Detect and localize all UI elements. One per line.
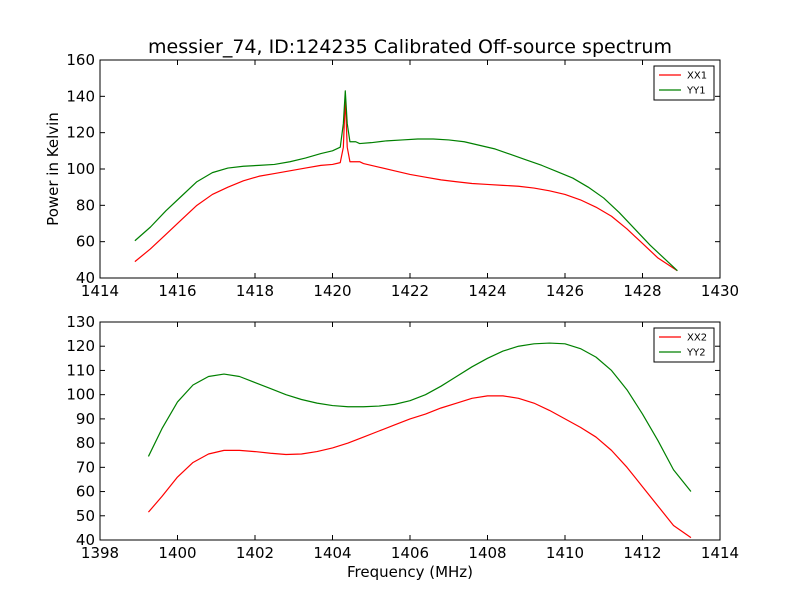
x-axis-label: Frequency (MHz)	[347, 563, 473, 581]
y-tick-label: 160	[66, 51, 95, 69]
chart-title: messier_74, ID:124235 Calibrated Off-sou…	[148, 36, 672, 58]
y-tick-label: 120	[66, 124, 95, 142]
y-tick-label: 100	[66, 160, 95, 178]
x-tick-label: 1428	[623, 282, 661, 300]
y-tick-label: 40	[76, 269, 95, 287]
legend-box	[653, 327, 715, 363]
x-tick-label: 1410	[546, 544, 584, 562]
legend-label-yy1: YY1	[686, 86, 706, 97]
y-tick-label: 40	[76, 531, 95, 549]
y-tick-label: 50	[76, 507, 95, 525]
x-tick-label: 1406	[391, 544, 429, 562]
legend-label-yy2: YY2	[686, 348, 706, 359]
x-tick-label: 1414	[701, 544, 739, 562]
y-tick-label: 80	[76, 196, 95, 214]
y-axis-label: Power in Kelvin	[44, 112, 62, 226]
x-tick-label: 1424	[468, 282, 506, 300]
x-tick-label: 1416	[158, 282, 196, 300]
y-tick-label: 120	[66, 337, 95, 355]
series-line-xx1	[134, 97, 678, 272]
x-tick-label: 1412	[623, 544, 661, 562]
x-tick-label: 1402	[236, 544, 274, 562]
x-tick-label: 1414	[81, 282, 119, 300]
y-tick-label: 60	[76, 483, 95, 501]
x-tick-label: 1420	[313, 282, 351, 300]
x-tick-label: 1400	[158, 544, 196, 562]
legend-label-xx1: XX1	[687, 71, 707, 82]
legend-label-xx2: XX2	[687, 333, 707, 344]
x-tick-label: 1426	[546, 282, 584, 300]
x-tick-label: 1398	[81, 544, 119, 562]
series-line-yy2	[147, 342, 692, 492]
y-tick-label: 90	[76, 410, 95, 428]
y-tick-label: 110	[66, 361, 95, 379]
y-tick-label: 140	[66, 87, 95, 105]
y-tick-label: 60	[76, 233, 95, 251]
y-tick-label: 70	[76, 458, 95, 476]
series-line-xx2	[147, 395, 692, 539]
y-tick-label: 80	[76, 434, 95, 452]
series-line-yy1	[134, 90, 678, 272]
y-tick-label: 130	[66, 313, 95, 331]
y-tick-label: 100	[66, 386, 95, 404]
x-tick-label: 1408	[468, 544, 506, 562]
x-tick-label: 1422	[391, 282, 429, 300]
bottom-panel: 1398 1400 1402 1404 1406 1408 1410 1412 1414 40 50…	[66, 313, 739, 562]
x-tick-label: 1418	[236, 282, 274, 300]
x-tick-label: 1430	[701, 282, 739, 300]
legend-box	[653, 65, 715, 101]
top-panel: 1414 1416 1418 1420 1422 1424 1426 1428 1430 40 60…	[44, 51, 739, 300]
x-tick-label: 1404	[313, 544, 351, 562]
